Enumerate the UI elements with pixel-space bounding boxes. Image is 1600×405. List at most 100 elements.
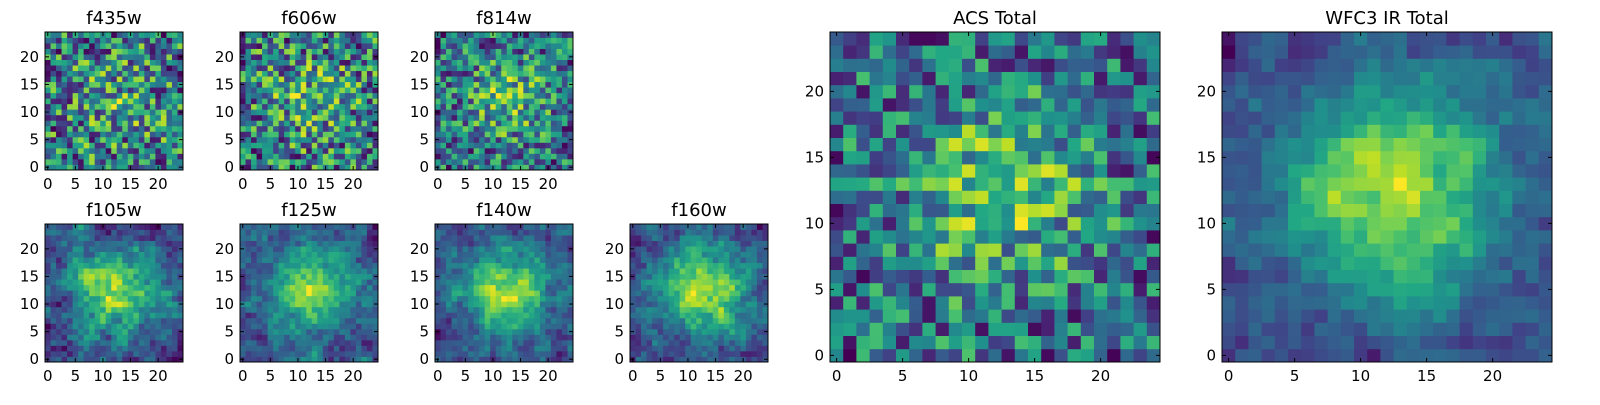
heatmap-cell: [240, 148, 246, 154]
heatmap-cell: [490, 296, 496, 302]
heatmap-cell: [128, 252, 134, 258]
heatmap-cell: [361, 76, 367, 82]
heatmap-cell: [367, 301, 373, 307]
heatmap-cell: [301, 312, 307, 318]
heatmap-cell: [295, 334, 301, 340]
heatmap-cell: [323, 246, 329, 252]
heatmap-cell: [501, 268, 507, 274]
heatmap-cell: [556, 301, 562, 307]
heatmap-cell: [540, 263, 546, 269]
heatmap-cell: [323, 71, 329, 77]
heatmap-cell: [457, 87, 463, 93]
x-tick-label: 0: [43, 367, 53, 385]
heatmap-cell: [669, 340, 675, 346]
heatmap-cell: [339, 153, 345, 159]
heatmap-cell: [117, 274, 123, 280]
heatmap-cell: [669, 301, 675, 307]
heatmap-cell: [95, 257, 101, 263]
heatmap-cell: [529, 148, 535, 154]
heatmap-cell: [161, 93, 167, 99]
heatmap-cell: [56, 153, 62, 159]
heatmap-cell: [518, 340, 524, 346]
heatmap-cell: [100, 268, 106, 274]
heatmap-cell: [317, 87, 323, 93]
heatmap-cell: [1002, 336, 1016, 350]
heatmap-cell: [556, 268, 562, 274]
heatmap-cell: [674, 279, 680, 285]
heatmap-cell: [545, 241, 551, 247]
heatmap-cell: [518, 334, 524, 340]
heatmap-cell: [117, 301, 123, 307]
heatmap-cell: [111, 142, 117, 148]
heatmap-cell: [452, 329, 458, 335]
heatmap-cell: [257, 290, 263, 296]
heatmap-cell: [636, 252, 642, 258]
heatmap-cell: [663, 285, 669, 291]
heatmap-cell: [540, 279, 546, 285]
heatmap-cell: [975, 256, 989, 270]
heatmap-cell: [490, 76, 496, 82]
heatmap-cell: [446, 153, 452, 159]
heatmap-cell: [540, 115, 546, 121]
heatmap-cell: [975, 204, 989, 218]
heatmap-cell: [323, 115, 329, 121]
heatmap-cell: [479, 153, 485, 159]
heatmap-cell: [257, 38, 263, 44]
heatmap-cell: [84, 98, 90, 104]
heatmap-cell: [474, 246, 480, 252]
heatmap-cell: [441, 120, 447, 126]
heatmap-cell: [279, 148, 285, 154]
heatmap-cell: [441, 148, 447, 154]
heatmap-cell: [306, 104, 312, 110]
heatmap-cell: [949, 230, 963, 244]
heatmap-cell: [507, 296, 513, 302]
heatmap-cell: [290, 345, 296, 351]
heatmap-cell: [652, 257, 658, 263]
heatmap-cell: [73, 49, 79, 55]
heatmap-cell: [306, 60, 312, 66]
heatmap-cell: [1054, 177, 1068, 191]
heatmap-cell: [67, 230, 73, 236]
heatmap-cell: [562, 104, 568, 110]
heatmap-cell: [166, 38, 172, 44]
heatmap-cell: [630, 285, 636, 291]
heatmap-cell: [630, 252, 636, 258]
heatmap-cell: [463, 60, 469, 66]
heatmap-cell: [323, 274, 329, 280]
heatmap-cell: [729, 312, 735, 318]
heatmap-cell: [452, 345, 458, 351]
heatmap-cell: [468, 43, 474, 49]
heatmap-cell: [345, 142, 351, 148]
heatmap-cell: [262, 60, 268, 66]
heatmap-cell: [735, 246, 741, 252]
heatmap-cell: [909, 151, 923, 165]
heatmap-cell: [909, 336, 923, 350]
heatmap-cell: [468, 93, 474, 99]
heatmap-cell: [45, 323, 51, 329]
heatmap-cell: [685, 296, 691, 302]
heatmap-cell: [262, 268, 268, 274]
heatmap-cell: [641, 274, 647, 280]
chart-title: f606w: [281, 8, 336, 29]
heatmap-cell: [669, 307, 675, 313]
heatmap-cell: [172, 318, 178, 324]
heatmap-cell: [674, 312, 680, 318]
heatmap-cell: [636, 345, 642, 351]
heatmap-cell: [696, 279, 702, 285]
heatmap-cell: [106, 87, 112, 93]
heatmap-cell: [713, 301, 719, 307]
heatmap-cell: [295, 241, 301, 247]
heatmap-cell: [468, 312, 474, 318]
heatmap-cell: [111, 235, 117, 241]
heatmap-cell: [669, 224, 675, 230]
heatmap-cell: [501, 115, 507, 121]
heatmap-cell: [95, 340, 101, 346]
heatmap-cell: [251, 263, 257, 269]
heatmap-cell: [490, 241, 496, 247]
heatmap-cell: [718, 290, 724, 296]
heatmap-cell: [144, 296, 150, 302]
heatmap-cell: [729, 329, 735, 335]
heatmap-cell: [317, 329, 323, 335]
heatmap-cell: [84, 109, 90, 115]
heatmap-cell: [150, 109, 156, 115]
